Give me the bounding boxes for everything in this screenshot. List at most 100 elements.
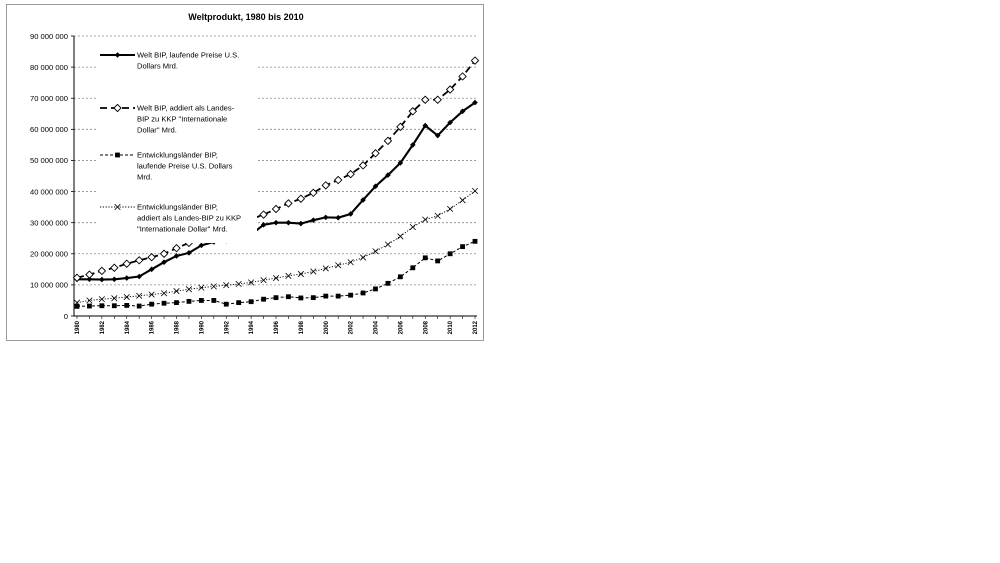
data-point [210, 283, 217, 290]
data-point-stroke [73, 299, 81, 306]
data-point [335, 293, 341, 299]
data-point [434, 212, 441, 219]
data-point [460, 244, 465, 250]
data-point [248, 299, 254, 305]
data-point-stroke [459, 197, 466, 204]
x-tick-label: 2006 [398, 320, 404, 334]
legend-entry: Welt BIP, laufende Preise U.S. Dollars Mr… [100, 51, 239, 71]
data-point [385, 172, 391, 178]
data-point [271, 204, 281, 214]
data-point [113, 103, 122, 113]
legend-label: "Internationale Dollar" Mrd. [137, 225, 228, 234]
x-tick-label: 2002 [349, 320, 355, 334]
data-point [248, 279, 255, 286]
data-point [110, 263, 119, 273]
data-point [123, 293, 130, 301]
series-4 [73, 187, 479, 306]
data-point [236, 300, 242, 306]
x-tick-label: 2012 [473, 320, 479, 334]
data-point [435, 258, 441, 264]
x-tick-label: 2010 [448, 320, 454, 334]
legend-label: Dollars Mrd. [137, 62, 178, 71]
x-axis-tick-labels: 1980 1982 1984 1986 1988 1990 1992 1994 1996 1998… [75, 320, 479, 334]
data-point [410, 142, 416, 148]
legend: Welt BIP, laufende Preise U.S. Dollars Mr… [97, 43, 257, 243]
data-point [259, 210, 268, 219]
legend-entry: Entwicklungsländer BIP, laufende Preise U… [100, 151, 233, 182]
data-point-stroke [160, 290, 168, 297]
data-point [286, 294, 291, 300]
y-tick-label: 50 000 000 [30, 156, 68, 165]
data-point [472, 99, 478, 106]
data-point-stroke [98, 296, 105, 303]
y-tick-label: 70 000 000 [30, 94, 68, 103]
data-point [310, 217, 317, 223]
data-point-stroke [148, 291, 155, 298]
data-point [260, 222, 267, 228]
data-point [397, 233, 404, 240]
data-point [372, 248, 379, 255]
legend-label: Dollar" Mrd. [137, 126, 177, 135]
data-point [114, 203, 121, 211]
data-point [111, 303, 117, 309]
data-point [87, 303, 92, 309]
data-point [173, 288, 180, 295]
x-tick-label: 1996 [274, 320, 280, 334]
data-point [223, 282, 230, 289]
data-point [347, 259, 354, 266]
data-point-stroke [471, 187, 479, 195]
data-point [159, 249, 169, 259]
data-point [397, 274, 403, 280]
legend-label: addiert als Landes-BIP zu KKP [137, 214, 241, 223]
data-point [115, 152, 120, 158]
x-tick-label: 1992 [224, 320, 230, 334]
y-tick-label: 0 [64, 312, 68, 321]
series-layer [72, 56, 480, 309]
data-point [372, 183, 379, 190]
data-point-stroke [310, 268, 317, 275]
data-point [134, 256, 144, 265]
chart-canvas: Weltprodukt, 1980 bis 2010 0 10 000 000 20… [30, 12, 480, 334]
data-point [458, 72, 467, 81]
data-point [284, 199, 293, 208]
data-point-stroke [173, 288, 180, 295]
data-point [422, 122, 429, 129]
data-point [185, 286, 193, 293]
data-point-stroke [347, 259, 354, 266]
data-point [309, 188, 318, 198]
data-point [360, 197, 366, 203]
data-point [99, 276, 105, 283]
chart-title: Weltprodukt, 1980 bis 2010 [188, 12, 303, 22]
data-point-stroke [372, 248, 379, 255]
data-point-stroke [136, 292, 143, 299]
x-tick-label: 1986 [150, 320, 156, 334]
data-point [147, 252, 156, 262]
y-tick-label: 80 000 000 [30, 63, 68, 72]
data-point [447, 205, 454, 213]
data-point [97, 266, 107, 276]
data-point [123, 275, 130, 281]
data-point [124, 303, 130, 308]
y-tick-label: 30 000 000 [30, 218, 68, 227]
data-point [335, 214, 341, 221]
y-tick-label: 40 000 000 [30, 187, 68, 196]
legend-entry: Welt BIP, addiert als Landes- BIP zu KKP … [100, 104, 235, 135]
data-point [86, 276, 93, 283]
legend-label: Entwicklungsländer BIP, [137, 203, 218, 212]
data-point-stroke [123, 293, 130, 301]
data-point [111, 276, 118, 283]
data-point [310, 295, 316, 301]
data-point [198, 298, 204, 303]
legend-background [97, 43, 257, 243]
data-point [186, 250, 192, 256]
x-tick-label: 1988 [175, 320, 181, 334]
data-point-stroke [397, 233, 404, 240]
data-point [161, 300, 167, 306]
data-point [149, 301, 155, 307]
data-point [335, 262, 342, 269]
data-point-stroke [422, 216, 429, 223]
data-point [86, 297, 93, 304]
x-tick-label: 1994 [249, 320, 255, 334]
data-point-stroke [86, 297, 93, 304]
y-axis-tick-labels: 0 10 000 000 20 000 000 30 000 000 40 000 00… [30, 32, 68, 321]
